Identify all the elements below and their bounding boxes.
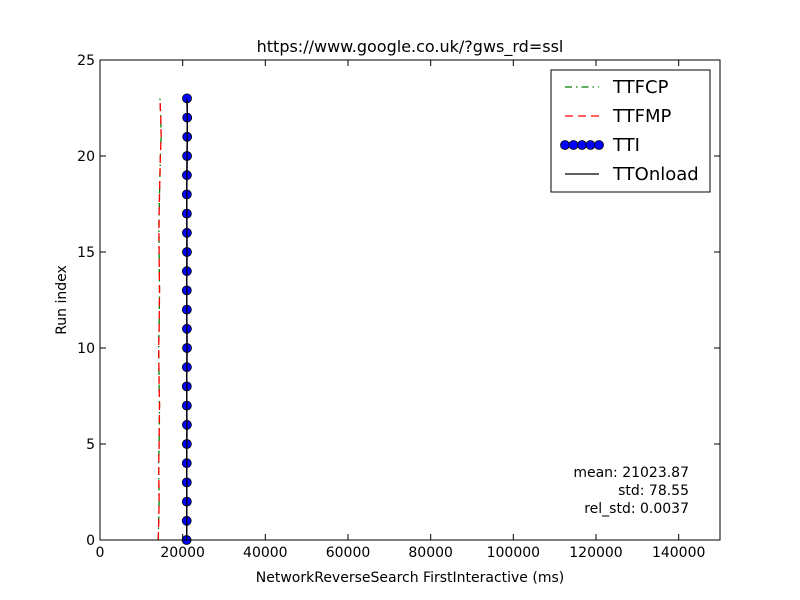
x-tick-label: 140000: [652, 545, 705, 561]
legend-label-ttfmp: TTFMP: [612, 106, 672, 127]
legend-marker-tti: [585, 140, 596, 150]
x-tick-label: 80000: [408, 545, 453, 561]
legend-marker-tti: [594, 140, 604, 150]
x-tick-label: 100000: [487, 545, 540, 561]
stats-line: mean: 21023.87: [573, 465, 689, 481]
series-line-overlay-ttonload: [185, 98, 188, 541]
chart-title: https://www.google.co.uk/?gws_rd=ssl: [257, 37, 564, 57]
legend-label-ttonload: TTOnload: [612, 164, 699, 185]
axes: 0 20000 40000 60000 80000 100000 120000 140000 0…: [77, 53, 721, 561]
y-tick-label: 5: [86, 437, 95, 453]
series-line-ttfmp: [157, 98, 162, 541]
legend: TTFCP TTFMP TTI TTOnload: [550, 69, 711, 193]
y-tick-label: 20: [77, 149, 95, 165]
y-axis-label: Run index: [54, 265, 70, 335]
y-tick-label: 15: [77, 245, 95, 261]
plot-frame: [99, 59, 721, 541]
x-tick-label: 20000: [160, 545, 205, 561]
x-tick-label: 60000: [326, 545, 371, 561]
x-tick-label: 40000: [243, 545, 288, 561]
legend-label-tti: TTI: [612, 135, 640, 156]
y-tick-label: 0: [86, 533, 95, 549]
stats-line: rel_std: 0.0037: [584, 501, 689, 517]
x-tick-label: 120000: [569, 545, 622, 561]
y-tick-label: 10: [77, 341, 95, 357]
legend-marker-tti: [568, 140, 579, 150]
legend-label-ttfcp: TTFCP: [612, 77, 669, 98]
stats-line: std: 78.55: [618, 483, 689, 499]
stats-annotation: mean: 21023.87 std: 78.55 rel_std: 0.0037: [573, 465, 689, 517]
legend-marker-tti: [560, 140, 570, 150]
legend-box: [550, 69, 711, 193]
x-axis-label: NetworkReverseSearch FirstInteractive (m…: [256, 570, 564, 586]
x-tick-label: 0: [96, 545, 105, 561]
y-tick-label: 25: [77, 53, 95, 69]
legend-marker-tti: [577, 140, 587, 150]
plot-area: [157, 93, 193, 545]
